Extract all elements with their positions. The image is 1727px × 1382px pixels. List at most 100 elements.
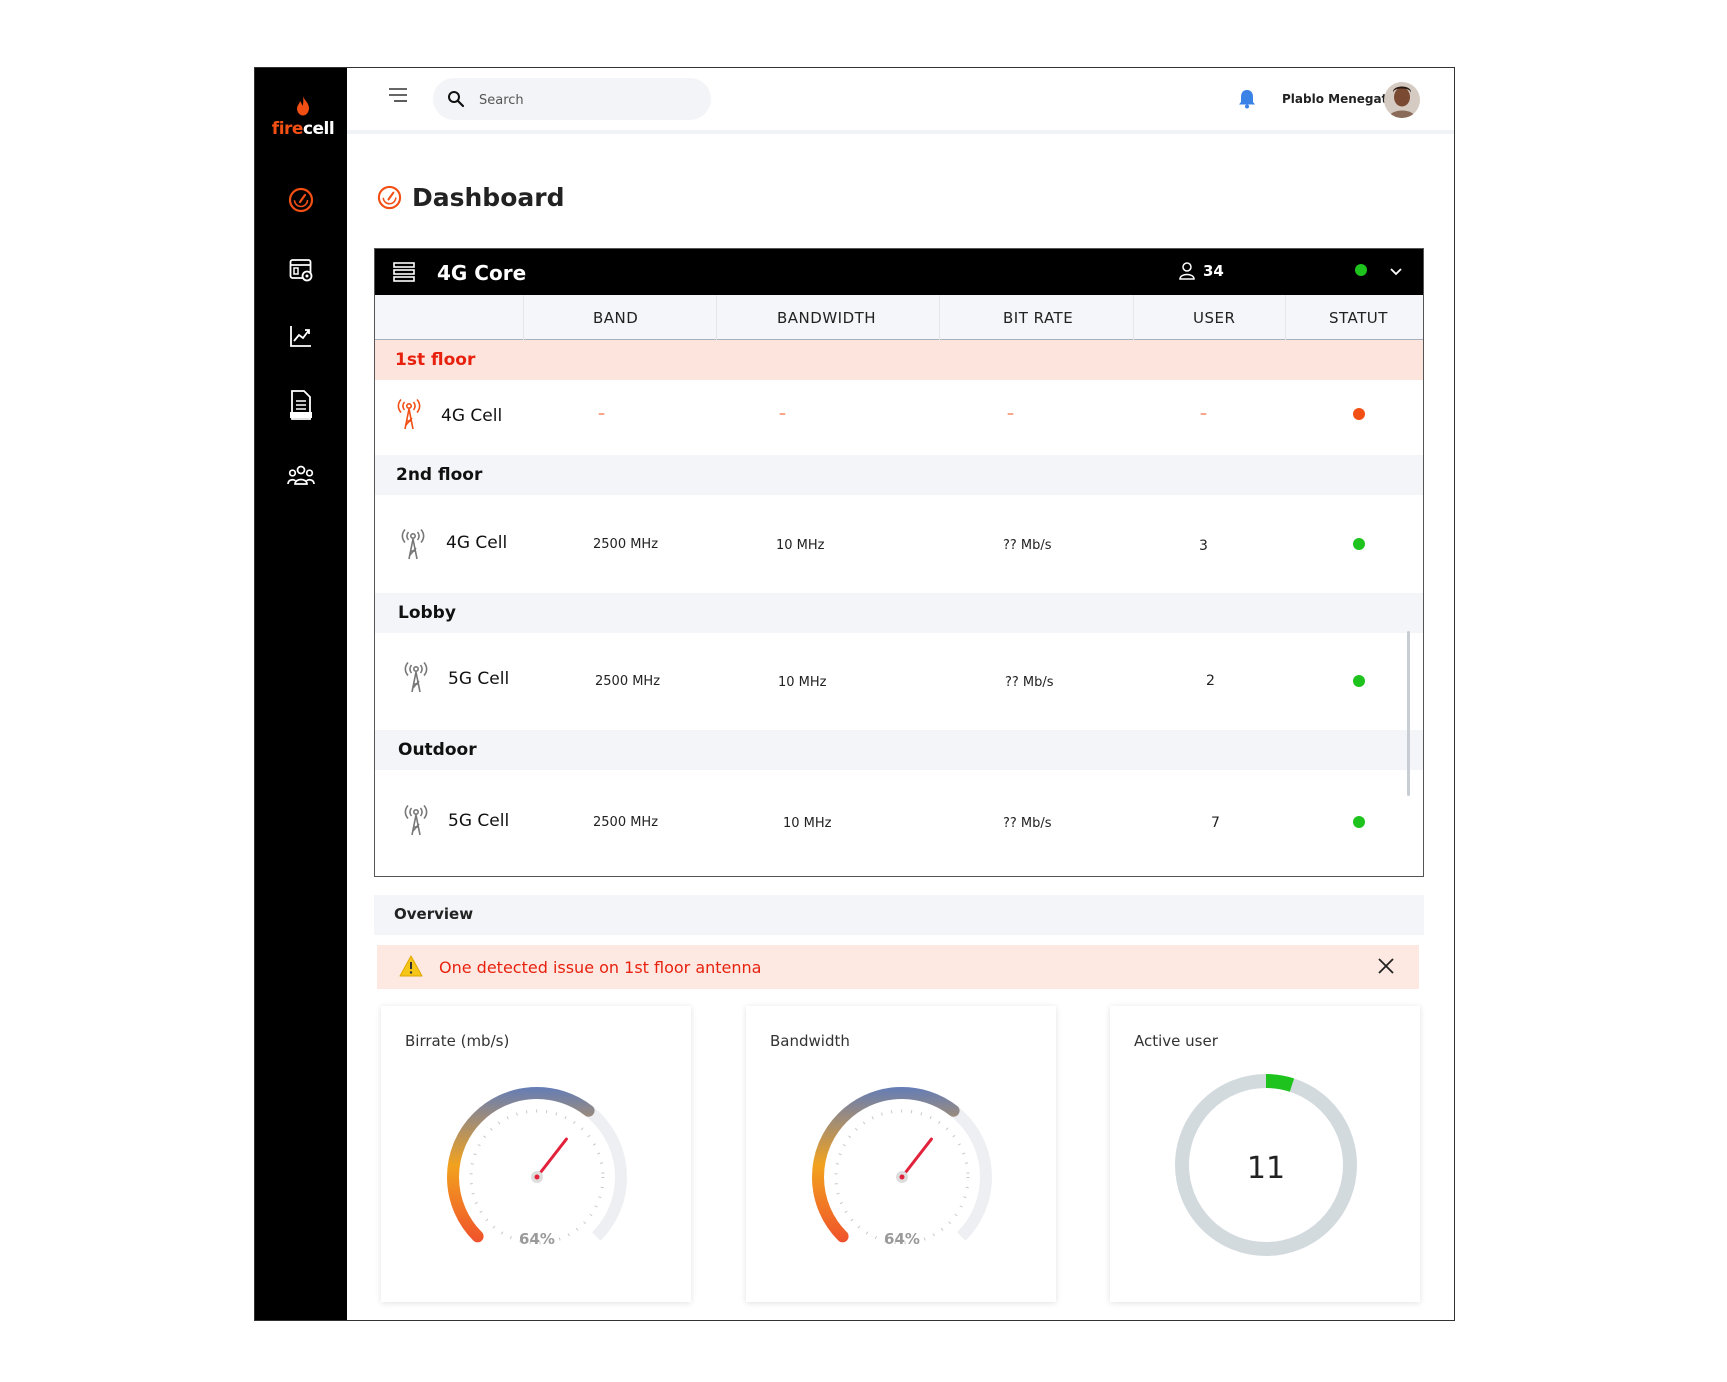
cell-band: 2500 MHz	[593, 537, 659, 552]
gauge-hub-center	[534, 1174, 540, 1180]
core-network-panel: 4G Core 34 BAND BANDWIDTH BIT RATE USER	[374, 248, 1424, 877]
status-dot	[1353, 675, 1365, 687]
speedometer-icon	[377, 185, 402, 210]
cell-bitrate: ?? Mb/s	[1003, 538, 1052, 553]
table-row[interactable]: 5G Cell 2500 MHz 10 MHz ?? Mb/s 2	[375, 633, 1423, 730]
gauge-needle	[535, 1137, 568, 1179]
analytics-icon	[290, 326, 311, 347]
antenna-tower-icon	[404, 661, 428, 693]
status-dot	[1353, 408, 1365, 420]
gauge-hub-center	[899, 1174, 905, 1180]
active-user-ring: 11	[1175, 1074, 1357, 1256]
bitrate-card: 64% Birrate (mb/s)	[381, 1006, 691, 1302]
sidebar-item-logs[interactable]	[286, 390, 316, 420]
table-row[interactable]: 4G Cell – – – –	[375, 380, 1423, 455]
column-bandwidth: BANDWIDTH	[777, 309, 877, 327]
search-box	[433, 78, 711, 122]
core-user-count-value: 34	[1203, 262, 1224, 280]
close-icon[interactable]	[1377, 957, 1395, 975]
active-user-card: 11 Active user	[1110, 1006, 1420, 1302]
brand-cell: cell	[302, 119, 335, 139]
issue-alert: One detected issue on 1st floor antenna	[377, 945, 1419, 989]
status-dot	[1353, 538, 1365, 550]
status-dot	[1353, 816, 1365, 828]
firecell-logo[interactable]: firecell	[269, 96, 337, 139]
active-user-value: 11	[1247, 1151, 1285, 1186]
bitrate-gauge: 64%	[447, 1087, 627, 1267]
card-title: Birrate (mb/s)	[405, 1032, 510, 1050]
cell-name: 4G Cell	[441, 406, 503, 426]
group-name: Outdoor	[398, 740, 477, 760]
flame-icon	[297, 96, 309, 116]
log-file-icon	[290, 390, 312, 420]
user-icon	[1179, 262, 1195, 280]
cell-bandwidth: 10 MHz	[783, 816, 832, 831]
top-bar: Plablo Menegatti	[347, 68, 1454, 134]
core-title: 4G Core	[437, 261, 527, 285]
table-scrollbar[interactable]	[1407, 631, 1410, 796]
column-bitrate: BIT RATE	[1003, 309, 1074, 327]
cell-user: 2	[1206, 673, 1215, 689]
search-input[interactable]	[477, 78, 701, 122]
table-row[interactable]: 4G Cell 2500 MHz 10 MHz ?? Mb/s 3	[375, 495, 1423, 593]
user-name[interactable]: Plablo Menegatti	[1282, 92, 1398, 106]
app-window: firecell	[254, 67, 1455, 1321]
group-row-2nd-floor: 2nd floor	[375, 455, 1423, 495]
avatar[interactable]	[1384, 82, 1420, 118]
card-title: Active user	[1134, 1032, 1218, 1050]
search-icon	[448, 91, 465, 108]
cell-name: 5G Cell	[448, 811, 510, 831]
group-row-1st-floor: 1st floor	[375, 340, 1423, 380]
bell-icon[interactable]	[1238, 89, 1256, 109]
hamburger-menu-icon[interactable]	[389, 88, 407, 102]
cell-bitrate: ?? Mb/s	[1005, 675, 1054, 690]
antenna-tower-icon	[397, 398, 421, 430]
sidebar: firecell	[255, 68, 347, 1320]
core-panel-header[interactable]: 4G Core 34	[375, 249, 1423, 295]
gauge-tick-ring	[469, 1109, 605, 1245]
antenna-tower-icon	[401, 528, 425, 560]
bandwidth-card: 64% Bandwidth	[746, 1006, 1056, 1302]
gauge-tick-ring	[834, 1109, 970, 1245]
sidebar-item-settings-panel[interactable]	[286, 255, 316, 285]
chevron-down-icon[interactable]	[1389, 264, 1403, 278]
column-user: USER	[1193, 309, 1236, 327]
cell-bandwidth: 10 MHz	[778, 675, 827, 690]
warning-icon	[399, 955, 423, 977]
column-status: STATUT	[1329, 309, 1388, 327]
card-title: Bandwidth	[770, 1032, 850, 1050]
group-name: 1st floor	[395, 350, 476, 370]
overview-title: Overview	[394, 905, 474, 923]
antenna-tower-icon	[404, 804, 428, 836]
table-header: BAND BANDWIDTH BIT RATE USER STATUT	[375, 295, 1423, 340]
page-title: Dashboard	[377, 183, 564, 212]
users-group-icon	[287, 465, 315, 485]
cell-user: 3	[1199, 538, 1208, 554]
cell-bitrate: ?? Mb/s	[1003, 816, 1052, 831]
column-band: BAND	[593, 309, 639, 327]
gauge-value-arc	[811, 1087, 992, 1267]
cell-bandwidth: –	[779, 406, 786, 422]
cell-band: –	[598, 406, 605, 422]
bandwidth-gauge: 64%	[811, 1087, 992, 1267]
cell-band: 2500 MHz	[593, 815, 659, 830]
cell-bandwidth: 10 MHz	[776, 538, 825, 553]
settings-panel-icon	[289, 259, 313, 282]
group-row-lobby: Lobby	[375, 593, 1423, 633]
sidebar-item-analytics[interactable]	[286, 321, 316, 351]
cell-user: –	[1200, 406, 1207, 422]
cell-name: 4G Cell	[446, 533, 508, 553]
table-row[interactable]: 5G Cell 2500 MHz 10 MHz ?? Mb/s 7	[375, 770, 1423, 876]
gauge-percent-label: 64%	[519, 1230, 555, 1248]
cell-band: 2500 MHz	[595, 674, 661, 689]
sidebar-item-users[interactable]	[286, 461, 316, 491]
gauge-needle	[900, 1137, 933, 1179]
gauge-value-arc	[447, 1087, 627, 1267]
gauge-percent-label: 64%	[884, 1230, 920, 1248]
group-name: 2nd floor	[396, 465, 483, 485]
sidebar-item-dashboard[interactable]	[286, 185, 316, 215]
group-row-outdoor: Outdoor	[375, 730, 1423, 770]
cell-bitrate: –	[1007, 406, 1014, 422]
page-title-text: Dashboard	[412, 183, 565, 212]
speedometer-icon	[288, 187, 314, 213]
